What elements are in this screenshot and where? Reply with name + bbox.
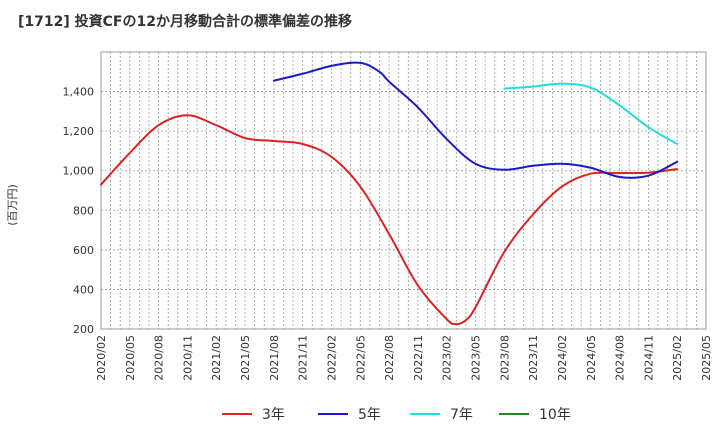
x-tick-label: 2020/02 [95,335,108,381]
plot-frame [100,51,707,330]
y-tick-label: 1,000 [63,165,95,178]
x-tick-label: 2022/05 [354,335,367,381]
x-tick-label: 2021/05 [239,335,252,381]
x-tick-label: 2023/08 [498,335,511,381]
x-tick-label: 2021/02 [210,335,223,381]
series-line-1 [100,114,679,326]
x-tick-label: 2020/05 [124,335,137,381]
tick-layer: 200 400 600 800 1,000 1,200 1,400 2020/02 2020/0… [63,86,714,381]
y-tick-label: 600 [73,244,94,257]
y-axis-label: (百万円) [6,184,19,226]
x-tick-label: 2024/08 [614,335,627,381]
legend-label-3: 7年 [450,407,473,423]
y-tick-label: 1,200 [63,125,95,138]
x-tick-label: 2025/02 [671,335,684,381]
x-tick-label: 2025/05 [700,335,713,381]
x-tick-label: 2023/05 [470,335,483,381]
legend: 3年 5年 7年 10年 [222,407,571,423]
y-tick-label: 200 [73,323,94,336]
y-tick-label: 1,400 [63,86,95,99]
x-tick-label: 2020/11 [181,335,194,381]
series-layer [100,61,679,326]
chart-title: [1712] 投資CFの12か月移動合計の標準偏差の推移 [18,13,352,30]
x-tick-label: 2024/02 [556,335,569,381]
x-tick-label: 2022/08 [383,335,396,381]
series-line-3 [503,82,679,145]
x-tick-label: 2022/11 [412,335,425,381]
x-tick-label: 2023/11 [527,335,540,381]
x-tick-label: 2024/05 [585,335,598,381]
x-tick-label: 2021/08 [268,335,281,381]
x-tick-label: 2024/11 [642,335,655,381]
legend-label-1: 3年 [262,407,285,423]
grid-layer [101,52,706,329]
legend-label-2: 5年 [358,407,381,423]
x-tick-label: 2023/02 [441,335,454,381]
x-tick-label: 2020/08 [153,335,166,381]
legend-label-4: 10年 [539,407,571,423]
x-tick-label: 2022/02 [325,335,338,381]
series-line-2 [272,61,679,179]
y-tick-label: 800 [73,204,94,217]
y-tick-label: 400 [73,283,94,296]
x-tick-label: 2021/11 [297,335,310,381]
